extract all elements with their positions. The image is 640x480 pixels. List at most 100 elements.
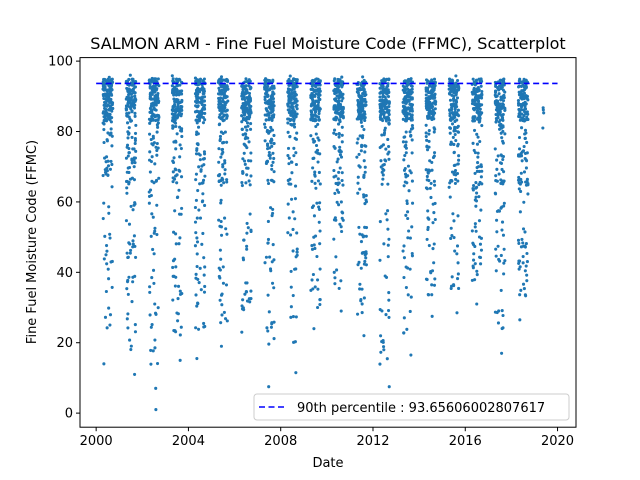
scatter-point [338,102,343,106]
scatter-point [362,103,367,107]
scatter-point [424,102,428,106]
scatter-point [522,200,526,204]
scatter-point [263,122,267,126]
scatter-point [171,176,175,180]
scatter-point [196,302,200,306]
scatter-point [195,97,199,101]
scatter-point [222,310,226,314]
scatter-point [173,209,177,213]
scatter-point [316,122,320,126]
scatter-point [430,160,434,164]
scatter-point [200,102,204,107]
scatter-point [424,93,428,97]
scatter-point [455,311,459,315]
scatter-point [201,199,205,203]
scatter-point [523,269,527,273]
scatter-point [194,293,198,297]
scatter-point [286,130,290,134]
scatter-point [179,114,183,118]
scatter-point [500,220,505,224]
scatter-point [407,229,411,233]
scatter-point [247,140,251,144]
scatter-point [198,153,202,157]
scatter-point [203,284,207,288]
scatter-point [360,287,364,291]
scatter-point [178,78,182,82]
scatter-point [313,170,317,174]
scatter-point [194,178,198,182]
scatter-point [428,159,432,163]
scatter-point [217,147,221,151]
scatter-point [425,81,429,85]
scatter-point [107,211,111,215]
scatter-point [495,158,499,162]
scatter-point [427,95,431,99]
scatter-point [358,287,362,291]
scatter-point [338,145,342,149]
scatter-point [241,85,245,89]
scatter-point [153,311,158,315]
scatter-point [526,98,530,102]
scatter-point [219,219,223,224]
scatter-point [406,79,411,83]
scatter-point [362,78,366,82]
scatter-point [363,92,367,96]
scatter-point [518,77,522,81]
scatter-point [405,327,409,331]
scatter-point [126,292,130,296]
scatter-point [455,96,460,100]
scatter-point [124,104,129,108]
scatter-point [171,159,175,163]
scatter-point [171,109,175,113]
scatter-point [226,79,230,83]
scatter-point [219,201,223,205]
scatter-point [501,233,506,237]
scatter-point [105,155,109,159]
scatter-point [496,115,500,119]
scatter-point [410,124,414,128]
scatter-point [125,114,130,118]
scatter-point [263,97,267,102]
scatter-point [402,256,406,260]
scatter-point [102,257,106,261]
scatter-point [195,79,199,83]
scatter-point [518,147,522,151]
scatter-point [125,186,129,190]
scatter-point [148,132,152,136]
y-tick-label: 100 [48,55,73,70]
scatter-point [425,145,429,149]
scatter-point [130,109,134,113]
scatter-point [472,258,476,262]
scatter-point [432,151,437,155]
scatter-point [220,152,224,156]
scatter-point [452,172,456,176]
scatter-point [241,306,245,310]
scatter-point [171,77,175,81]
scatter-point [195,105,199,109]
scatter-point [450,122,455,126]
scatter-point [101,87,105,91]
scatter-point [156,306,160,310]
scatter-point [133,201,137,205]
scatter-point [179,105,183,109]
scatter-point [286,178,290,182]
scatter-point [476,161,480,165]
scatter-point [311,114,315,118]
scatter-point [198,111,202,115]
scatter-point [523,244,527,248]
scatter-point [152,252,156,256]
scatter-point [378,362,382,366]
scatter-point [450,234,454,238]
scatter-point [382,242,386,246]
scatter-point [448,108,452,113]
scatter-point [180,98,184,103]
scatter-point [401,104,405,108]
scatter-point [525,140,529,145]
scatter-point [456,261,460,265]
scatter-point [288,135,292,139]
scatter-point [106,103,110,107]
scatter-point [341,114,345,118]
scatter-point [426,169,431,173]
scatter-point [102,140,106,145]
scatter-point [294,371,298,375]
